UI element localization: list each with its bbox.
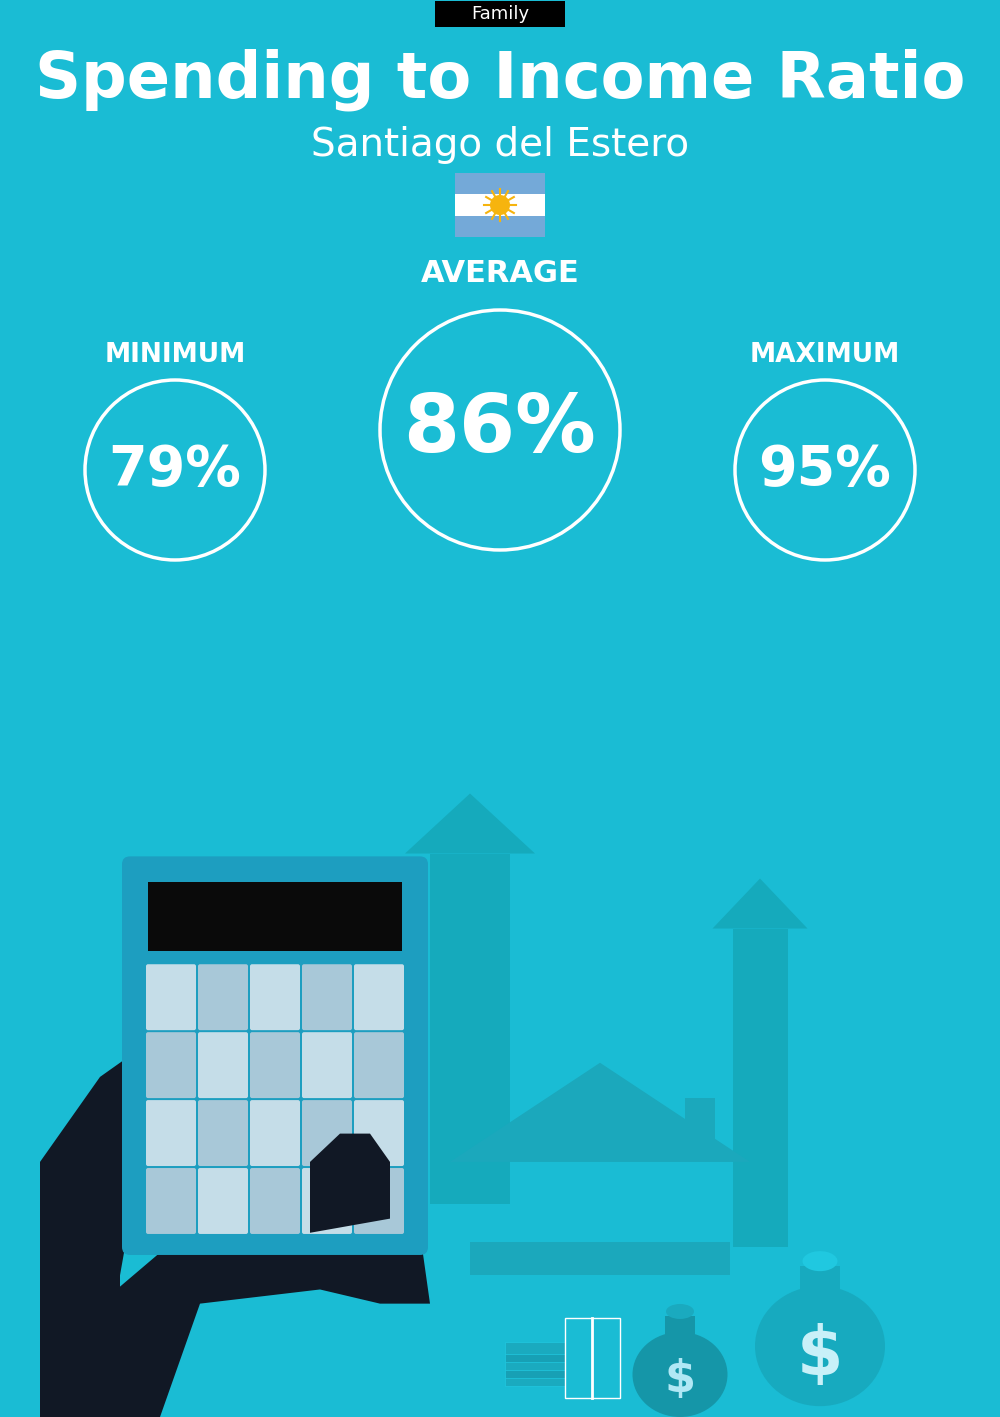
- FancyBboxPatch shape: [302, 964, 352, 1030]
- Polygon shape: [405, 794, 535, 853]
- FancyBboxPatch shape: [250, 964, 300, 1030]
- Text: Family: Family: [471, 6, 529, 23]
- Text: AVERAGE: AVERAGE: [421, 259, 579, 288]
- Bar: [665, 1316, 695, 1342]
- Polygon shape: [100, 1204, 430, 1417]
- Polygon shape: [450, 1063, 750, 1162]
- Ellipse shape: [802, 1251, 838, 1271]
- FancyBboxPatch shape: [146, 964, 196, 1030]
- FancyBboxPatch shape: [198, 1168, 248, 1234]
- Bar: [455, 215, 545, 238]
- Text: MINIMUM: MINIMUM: [104, 341, 246, 368]
- FancyBboxPatch shape: [302, 1168, 352, 1234]
- Text: $: $: [664, 1357, 696, 1401]
- FancyBboxPatch shape: [435, 1, 565, 27]
- Text: 86%: 86%: [404, 391, 596, 469]
- Bar: [565, 1318, 620, 1397]
- FancyBboxPatch shape: [198, 1032, 248, 1098]
- Bar: [505, 1366, 595, 1379]
- Bar: [505, 1342, 595, 1355]
- FancyBboxPatch shape: [302, 1032, 352, 1098]
- Polygon shape: [40, 964, 320, 1417]
- Bar: [430, 853, 510, 1204]
- Text: 95%: 95%: [759, 444, 891, 497]
- FancyBboxPatch shape: [146, 1032, 196, 1098]
- Bar: [455, 173, 545, 194]
- FancyBboxPatch shape: [354, 964, 404, 1030]
- Bar: [505, 1359, 595, 1370]
- Ellipse shape: [666, 1304, 694, 1319]
- FancyBboxPatch shape: [250, 1100, 300, 1166]
- FancyBboxPatch shape: [354, 1100, 404, 1166]
- Ellipse shape: [755, 1287, 885, 1406]
- FancyBboxPatch shape: [122, 856, 428, 1255]
- FancyBboxPatch shape: [250, 1032, 300, 1098]
- Polygon shape: [712, 879, 808, 928]
- FancyBboxPatch shape: [146, 1100, 196, 1166]
- FancyBboxPatch shape: [198, 964, 248, 1030]
- Bar: [455, 194, 545, 215]
- Text: 79%: 79%: [109, 444, 241, 497]
- Bar: [470, 1241, 730, 1275]
- FancyBboxPatch shape: [250, 1168, 300, 1234]
- Text: $: $: [797, 1323, 843, 1389]
- FancyBboxPatch shape: [146, 1168, 196, 1234]
- Text: MAXIMUM: MAXIMUM: [750, 341, 900, 368]
- Bar: [505, 1374, 595, 1386]
- Bar: [148, 883, 402, 951]
- FancyBboxPatch shape: [302, 1100, 352, 1166]
- Bar: [800, 1267, 840, 1301]
- Bar: [505, 1350, 595, 1363]
- Ellipse shape: [633, 1332, 728, 1417]
- FancyBboxPatch shape: [198, 1100, 248, 1166]
- Text: Santiago del Estero: Santiago del Estero: [311, 126, 689, 164]
- Polygon shape: [310, 1134, 390, 1233]
- Bar: [685, 1098, 715, 1158]
- Bar: [732, 928, 788, 1247]
- Text: Spending to Income Ratio: Spending to Income Ratio: [35, 48, 965, 112]
- FancyBboxPatch shape: [354, 1032, 404, 1098]
- FancyBboxPatch shape: [354, 1168, 404, 1234]
- Ellipse shape: [490, 196, 510, 215]
